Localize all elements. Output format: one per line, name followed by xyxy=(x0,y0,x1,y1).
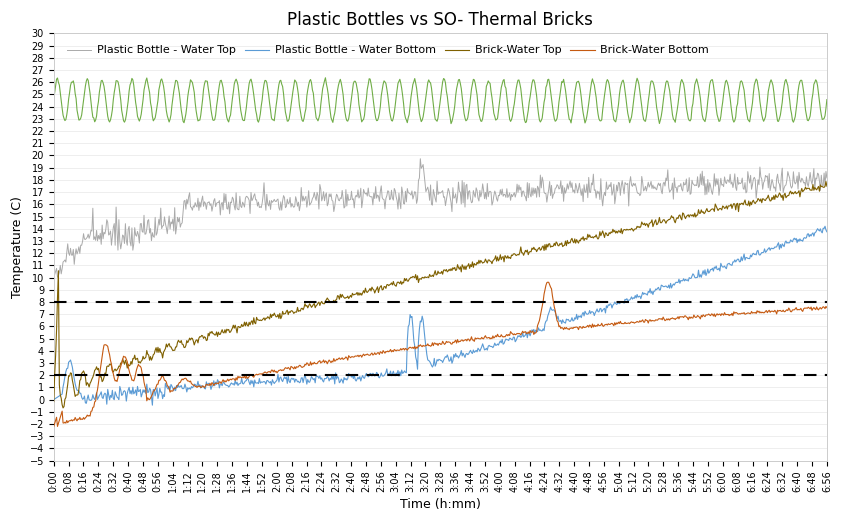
Brick-Water Top xyxy=(748,198,758,205)
Brick-Water Top xyxy=(587,234,597,241)
Brick-Water Top xyxy=(58,405,68,411)
Plastic Bottle - Water Bottom xyxy=(148,402,158,408)
Plastic Bottle - Water Top xyxy=(416,156,426,162)
Plastic Bottle - Water Top xyxy=(587,180,597,186)
Plastic Bottle - Water Bottom xyxy=(822,229,832,235)
Brick-Water Top xyxy=(372,286,382,292)
Brick-Water Top xyxy=(821,179,831,185)
Title: Plastic Bottles vs SO- Thermal Bricks: Plastic Bottles vs SO- Thermal Bricks xyxy=(287,11,593,29)
Plastic Bottle - Water Top xyxy=(371,183,381,189)
Plastic Bottle - Water Top xyxy=(748,182,758,188)
Brick-Water Bottom xyxy=(371,351,381,358)
Brick-Water Bottom xyxy=(49,423,59,430)
Y-axis label: Temperature (C): Temperature (C) xyxy=(11,196,24,298)
Plastic Bottle - Water Top xyxy=(49,275,59,281)
Brick-Water Bottom xyxy=(748,310,758,316)
Brick-Water Bottom xyxy=(587,325,597,331)
Brick-Water Top xyxy=(49,398,59,405)
Plastic Bottle - Water Bottom xyxy=(372,369,382,375)
Plastic Bottle - Water Bottom xyxy=(820,223,830,229)
Brick-Water Bottom xyxy=(529,331,539,338)
Brick-Water Top xyxy=(822,183,832,189)
Line: Brick-Water Bottom: Brick-Water Bottom xyxy=(54,282,827,426)
Plastic Bottle - Water Bottom xyxy=(566,317,576,324)
Plastic Bottle - Water Top xyxy=(672,189,682,196)
X-axis label: Time (h:mm): Time (h:mm) xyxy=(400,498,481,511)
Legend: Plastic Bottle - Water Top, Plastic Bottle - Water Bottom, Brick-Water Top, Bric: Plastic Bottle - Water Top, Plastic Bott… xyxy=(67,45,709,55)
Line: Plastic Bottle - Water Top: Plastic Bottle - Water Top xyxy=(54,159,827,278)
Line: Plastic Bottle - Water Bottom: Plastic Bottle - Water Bottom xyxy=(54,226,827,405)
Brick-Water Bottom xyxy=(566,325,576,331)
Plastic Bottle - Water Bottom xyxy=(49,396,59,402)
Plastic Bottle - Water Bottom xyxy=(529,330,540,336)
Plastic Bottle - Water Bottom xyxy=(748,251,758,257)
Plastic Bottle - Water Bottom xyxy=(587,309,597,315)
Brick-Water Bottom xyxy=(822,304,832,311)
Plastic Bottle - Water Top xyxy=(566,184,576,191)
Plastic Bottle - Water Top xyxy=(822,175,832,181)
Brick-Water Top xyxy=(566,236,576,243)
Brick-Water Top xyxy=(529,246,540,253)
Brick-Water Bottom xyxy=(672,315,682,322)
Plastic Bottle - Water Top xyxy=(529,191,540,197)
Plastic Bottle - Water Bottom xyxy=(672,279,682,286)
Brick-Water Bottom xyxy=(543,279,553,286)
Line: Brick-Water Top: Brick-Water Top xyxy=(54,182,827,408)
Brick-Water Top xyxy=(672,215,682,221)
